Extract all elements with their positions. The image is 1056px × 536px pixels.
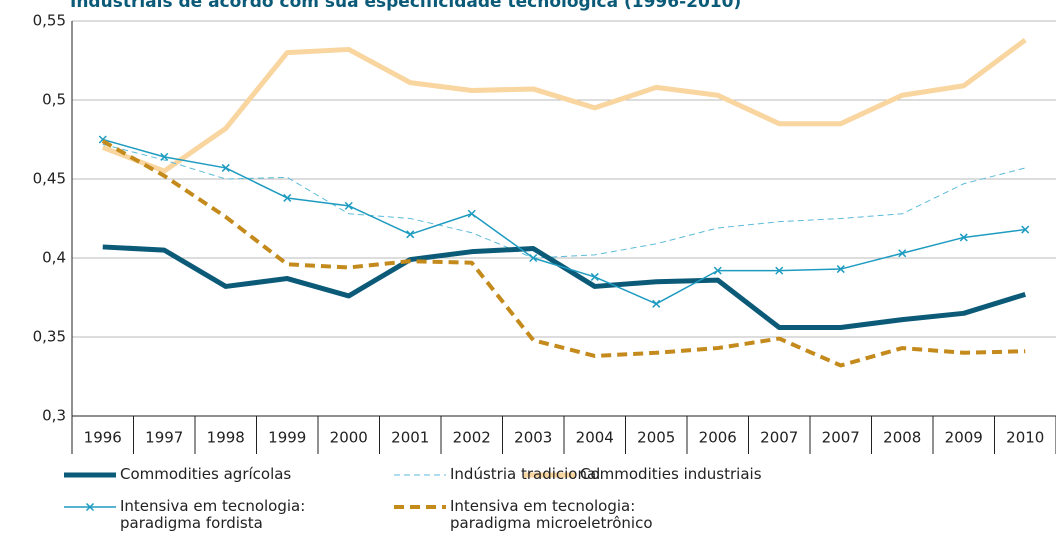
point-marker xyxy=(406,230,415,239)
point-marker xyxy=(836,265,845,274)
legend-label: Commodities industriais xyxy=(580,465,762,483)
legend-entry: Intensiva em tecnologia: paradigma micro… xyxy=(390,498,700,532)
y-tick-label: 0,4 xyxy=(42,249,66,267)
x-tick-label: 2006 xyxy=(699,429,737,447)
point-marker xyxy=(590,272,599,281)
legend-swatch xyxy=(524,472,576,478)
y-tick-label: 0,45 xyxy=(33,170,66,188)
legend-label: Commodities agrícolas xyxy=(120,465,292,483)
y-tick-label: 0,35 xyxy=(33,328,66,346)
legend-entry: Commodities industriais xyxy=(520,466,830,483)
series-line xyxy=(102,244,1026,331)
x-tick-label: 2005 xyxy=(637,429,675,447)
x-tick-label: 2008 xyxy=(883,429,921,447)
x-tick-label: 2002 xyxy=(453,429,491,447)
point-marker xyxy=(898,249,907,258)
chart-title: Industriais de acordo com sua especifici… xyxy=(70,0,741,12)
legend-swatch xyxy=(394,505,446,509)
x-tick-label: 2000 xyxy=(330,429,368,447)
legend-entry: Intensiva em tecnologia: paradigma fordi… xyxy=(60,498,370,532)
x-tick-label: 2009 xyxy=(945,429,983,447)
x-tick-label: 1997 xyxy=(145,429,183,447)
point-marker xyxy=(283,193,292,202)
point-marker xyxy=(959,233,968,242)
legend-marker xyxy=(85,502,95,512)
x-tick-label: 2003 xyxy=(514,429,552,447)
legend-entry: Indústria tradicional xyxy=(390,466,700,483)
chart: Industriais de acordo com sua especifici… xyxy=(33,0,1056,454)
x-tick-label: 2004 xyxy=(576,429,614,447)
series-line xyxy=(102,143,1026,259)
point-marker xyxy=(344,201,353,210)
point-marker xyxy=(1021,225,1030,234)
y-tick-label: 0,5 xyxy=(42,91,66,109)
x-tick-label: 2010 xyxy=(1006,429,1044,447)
point-marker xyxy=(529,253,538,263)
point-marker xyxy=(160,152,169,161)
series-line xyxy=(102,138,1026,305)
x-tick-label: 2001 xyxy=(391,429,429,447)
y-tick-label: 0,55 xyxy=(33,12,66,30)
legend-label: Intensiva em tecnologia: paradigma fordi… xyxy=(120,497,306,532)
point-marker xyxy=(775,266,784,275)
legend-entry: Commodities agrícolas xyxy=(60,466,370,483)
legend-label: Indústria tradicional xyxy=(450,465,601,483)
y-tick-label: 0,3 xyxy=(42,407,66,425)
point-marker xyxy=(467,209,476,218)
x-tick-label: 1996 xyxy=(84,429,122,447)
legend-swatch xyxy=(394,474,446,476)
legend-label: Intensiva em tecnologia: paradigma micro… xyxy=(450,497,653,532)
point-marker xyxy=(713,266,722,275)
point-marker xyxy=(221,163,230,172)
x-tick-label: 1999 xyxy=(268,429,306,447)
x-tick-label: 2007 xyxy=(760,429,798,447)
legend-swatch xyxy=(64,472,116,478)
series-line xyxy=(101,139,1026,368)
legend-swatch xyxy=(64,502,116,512)
point-marker xyxy=(652,299,661,308)
x-tick-label: 1998 xyxy=(207,429,245,447)
x-tick-label: 2007 xyxy=(822,429,860,447)
series-line xyxy=(101,37,1027,174)
